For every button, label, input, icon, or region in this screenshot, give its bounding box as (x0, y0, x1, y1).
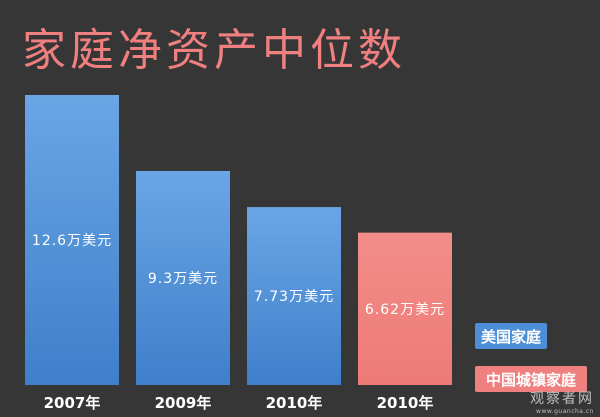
watermark-text: 观察者网 (530, 391, 594, 407)
legend-item-china-urban-household: 中国城镇家庭 (475, 366, 587, 392)
bar-0 (25, 95, 119, 385)
bar-3 (358, 232, 452, 385)
bar-value-label-1: 9.3万美元 (148, 271, 218, 287)
bar-value-label-0: 12.6万美元 (32, 233, 112, 249)
chart-title: 家庭净资产中位数 (22, 25, 406, 76)
x-tick-label-1: 2009年 (155, 394, 212, 412)
x-tick-label-3: 2010年 (377, 394, 434, 412)
watermark: 观察者网 www.guancha.cn (530, 388, 594, 415)
bar-value-label-2: 7.73万美元 (254, 289, 334, 305)
legend-item-us-household: 美国家庭 (475, 323, 547, 349)
bar-2 (247, 207, 341, 385)
watermark-url: www.guancha.cn (536, 408, 594, 415)
bar-value-label-3: 6.62万美元 (365, 302, 445, 318)
bar-1 (136, 170, 230, 385)
x-tick-label-0: 2007年 (44, 394, 101, 412)
x-tick-label-2: 2010年 (266, 394, 323, 412)
